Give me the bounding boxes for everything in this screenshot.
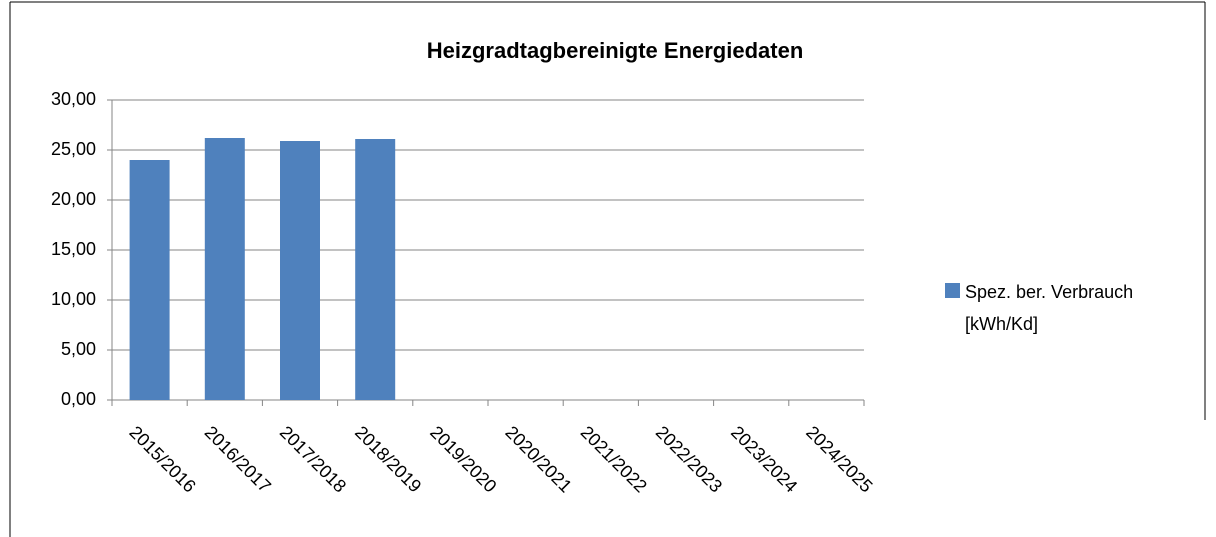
legend-label: Spez. ber. Verbrauch [kWh/Kd]: [965, 282, 1134, 334]
x-tick-label: 2021/2022: [577, 422, 651, 496]
y-tick-label: 25,00: [51, 139, 96, 159]
x-tick-label: 2019/2020: [426, 422, 500, 496]
chart-title: Heizgradtagbereinigte Energiedaten: [427, 38, 804, 63]
legend-swatch: [945, 283, 960, 298]
x-tick-label: 2018/2019: [351, 422, 425, 496]
x-tick-label: 2022/2023: [652, 422, 726, 496]
y-tick-label: 10,00: [51, 289, 96, 309]
bar: [204, 138, 245, 400]
x-tick-label: 2015/2016: [125, 422, 199, 496]
y-tick-label: 5,00: [61, 339, 96, 359]
y-tick-label: 30,00: [51, 89, 96, 109]
x-tick-label: 2023/2024: [727, 422, 801, 496]
y-tick-label: 0,00: [61, 389, 96, 409]
bar: [280, 141, 320, 400]
x-tick-label: 2024/2025: [802, 422, 876, 496]
x-tick-label: 2017/2018: [276, 422, 350, 496]
bar: [355, 139, 396, 400]
x-tick-label: 2020/2021: [501, 422, 575, 496]
y-tick-label: 15,00: [51, 239, 96, 259]
x-tick-label: 2016/2017: [201, 422, 275, 496]
y-tick-label: 20,00: [51, 189, 96, 209]
bar: [129, 160, 170, 400]
